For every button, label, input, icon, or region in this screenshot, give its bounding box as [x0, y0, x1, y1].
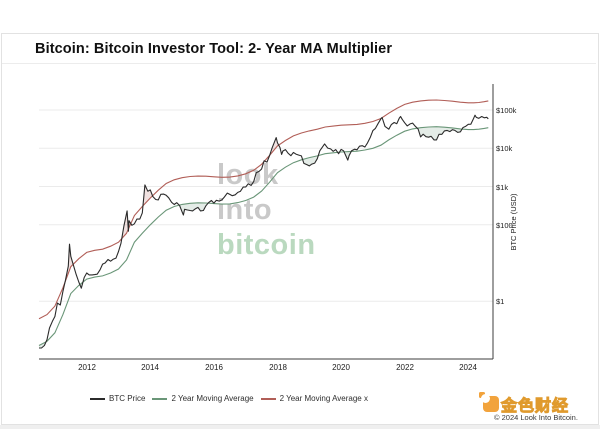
ma-line [38, 126, 489, 346]
buy-zone-fill [344, 151, 351, 161]
btc-price-line [39, 114, 489, 349]
chart-card [1, 33, 599, 425]
watermark-line-2: into [217, 194, 273, 226]
watermark-line-1: look [217, 159, 279, 191]
buy-zone-fill [302, 155, 319, 166]
watermark: look into bitcoin [217, 158, 316, 263]
buy-zone-fill [417, 126, 462, 140]
sell-zone-fill [269, 137, 279, 155]
page-title: Bitcoin: Bitcoin Investor Tool: 2- Year … [35, 40, 393, 57]
title-bar: Bitcoin: Bitcoin Investor Tool: 2- Year … [2, 34, 596, 64]
gridlines [39, 109, 493, 302]
series-lines [38, 99, 489, 349]
zone-fills [39, 126, 462, 348]
buy-zone-fill [179, 202, 208, 215]
buy-zone-fill [39, 342, 46, 348]
watermark-line-3: bitcoin [217, 229, 316, 261]
bottom-strip [0, 425, 600, 429]
